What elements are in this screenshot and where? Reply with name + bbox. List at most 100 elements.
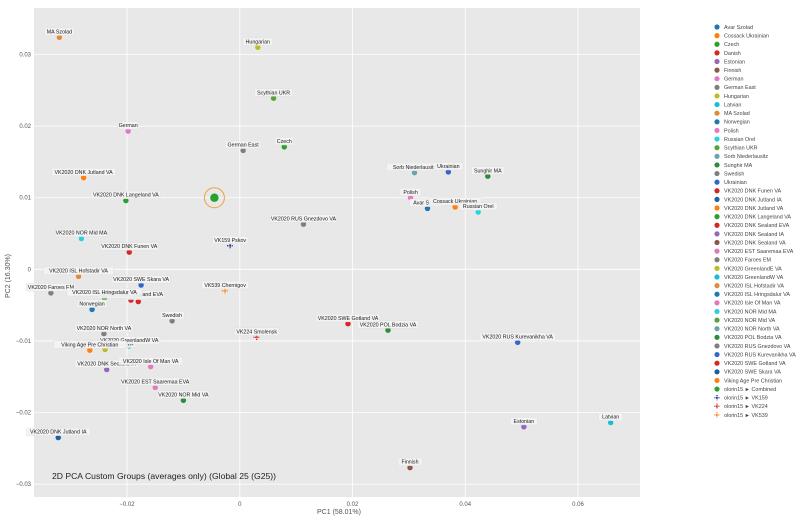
data-label-box xyxy=(66,288,143,297)
legend-label: VK2020 DNK Sealand VA xyxy=(724,240,786,246)
y-tick-label: −0.03 xyxy=(16,482,32,488)
legend-item-avar-szolad[interactable]: Avar Szolad xyxy=(714,24,753,31)
legend-marker-dot-icon xyxy=(714,386,720,392)
legend-marker-dot-icon xyxy=(714,317,720,323)
legend-item-vk2020-faroes-em[interactable]: VK2020 Faroes EM xyxy=(714,257,772,264)
data-label-text: Avar Szolad xyxy=(413,201,442,207)
data-label-box xyxy=(598,412,623,421)
data-label-text: German xyxy=(119,123,138,129)
legend-item-olorin15-combined[interactable]: olorin15 ► Combined xyxy=(714,386,776,393)
legend-label: VK2020 RUS Gnezdovo VA xyxy=(724,344,791,350)
legend-item-ma-szolad[interactable]: MA Szolad xyxy=(714,110,750,118)
legend-label: Sunghir MA xyxy=(724,163,753,169)
legend-item-vk2020-isle-of-man-va[interactable]: VK2020 Isle Of Man VA xyxy=(714,300,781,307)
label-vk159-pskov: VK159 Pskov xyxy=(212,235,249,244)
legend-item-vk2020-pol-bodzia-va[interactable]: VK2020 POL Bodzia VA xyxy=(714,334,782,342)
legend-item-olorin15-vk224[interactable]: olorin15 ► VK224 xyxy=(714,403,768,411)
legend-item-sunghir-ma[interactable]: Sunghir MA xyxy=(714,162,753,169)
legend-marker-plus-icon[interactable] xyxy=(714,395,720,401)
data-label-box xyxy=(111,275,171,284)
data-label-text: Polish xyxy=(403,190,417,196)
legend-item-vk2020-dnk-funen-va[interactable]: VK2020 DNK Funen VA xyxy=(714,188,782,195)
y-tick-label: −0.01 xyxy=(16,339,32,345)
legend-item-vk2020-greenlande-va[interactable]: VK2020 GreenlandE VA xyxy=(714,265,782,273)
data-label-box xyxy=(117,121,139,130)
legend-item-sorb-niederlausitz[interactable]: Sorb Niederlausitz xyxy=(714,153,768,161)
legend-item-vk2020-isl-hofstadir-va[interactable]: VK2020 ISL Hofstadir VA xyxy=(714,283,784,290)
legend-item-german-east[interactable]: German East xyxy=(714,84,756,92)
label-norwegian: Norwegian xyxy=(77,299,108,308)
data-label-text: Latvian xyxy=(602,415,619,421)
legend-item-cossack-ukrainian[interactable]: Cossack Ukrainian xyxy=(714,33,769,40)
legend-marker-dot-icon xyxy=(714,257,720,263)
legend-item-vk2020-dnk-sealand-ia[interactable]: VK2020 DNK Sealand IA xyxy=(714,231,784,238)
data-label-text: Cossack Ukrainian xyxy=(433,199,477,205)
label-czech: Czech xyxy=(274,137,294,146)
legend-item-vk2020-rus-kurevanikha-va[interactable]: VK2020 RUS Kurevanikha VA xyxy=(714,351,796,359)
legend-item-vk2020-swe-skara-va[interactable]: VK2020 SWE Skara VA xyxy=(714,369,781,376)
legend-label: German xyxy=(724,77,743,83)
data-label-box xyxy=(510,417,538,426)
legend-item-scythian-ukr[interactable]: Scythian UKR xyxy=(714,145,758,152)
legend-item-estonian[interactable]: Estonian xyxy=(714,58,745,66)
legend-item-vk2020-nor-mid-ma[interactable]: VK2020 NOR Mid MA xyxy=(714,308,777,316)
legend-item-vk2020-dnk-sealand-va[interactable]: VK2020 DNK Sealand VA xyxy=(714,239,786,247)
label-vk2020-swe-skara-va: VK2020 SWE Skara VA xyxy=(111,275,171,284)
legend-item-polish[interactable]: Polish xyxy=(714,127,739,134)
legend-label: VK2020 Isle Of Man VA xyxy=(724,301,781,307)
legend-item-vk2020-rus-gnezdovo-va[interactable]: VK2020 RUS Gnezdovo VA xyxy=(714,343,791,350)
legend-marker-plus-icon[interactable] xyxy=(714,412,720,418)
point-vk539-chernigov[interactable] xyxy=(221,287,229,295)
legend[interactable]: Avar Szolad Cossack Ukrainian Czech Danish E… xyxy=(714,24,796,419)
legend-item-hungarian[interactable]: Hungarian xyxy=(714,93,749,100)
legend-item-vk2020-nor-mid-va[interactable]: VK2020 NOR Mid VA xyxy=(714,317,776,324)
legend-marker-plus-icon[interactable] xyxy=(714,403,720,409)
label-vk2020-dnk-jutland-ia: VK2020 DNK Jutland IA xyxy=(26,427,91,436)
data-label-text: VK2020 DNK Funen VA xyxy=(101,244,158,250)
legend-item-olorin15-vk159[interactable]: olorin15 ► VK159 xyxy=(714,395,768,402)
point-vk224-smolensk[interactable] xyxy=(253,334,260,341)
label-ukrainian: Ukrainian xyxy=(433,162,464,171)
legend-marker-dot-icon xyxy=(714,222,720,228)
legend-marker-dot-icon xyxy=(714,179,720,185)
legend-item-danish[interactable]: Danish xyxy=(714,50,741,57)
legend-item-latvian[interactable]: Latvian xyxy=(714,101,741,109)
legend-label: olorin15 ► VK539 xyxy=(724,413,768,419)
legend-marker-dot-icon xyxy=(714,300,720,306)
legend-item-ukrainian[interactable]: Ukrainian xyxy=(714,179,747,187)
data-label-text: VK2020 SWE Skara VA xyxy=(113,277,169,283)
legend-item-viking-age-pre-christian[interactable]: Viking Age Pre Christian xyxy=(714,377,782,385)
legend-item-vk2020-greenlandw-va[interactable]: VK2020 GreenlandW VA xyxy=(714,274,784,281)
legend-marker-dot-icon xyxy=(714,93,720,99)
legend-item-vk2020-dnk-jutland-ia[interactable]: VK2020 DNK Jutland IA xyxy=(714,196,782,204)
data-label-box xyxy=(118,356,183,365)
data-label-text: Hungarian xyxy=(246,39,270,45)
label-vk2020-dnk-jutland-va: VK2020 DNK Jutland VA xyxy=(51,167,116,176)
legend-item-czech[interactable]: Czech xyxy=(714,41,739,48)
data-label-text: German East xyxy=(228,143,260,149)
legend-item-vk2020-swe-gotland-va[interactable]: VK2020 SWE Gotland VA xyxy=(714,360,786,368)
legend-item-olorin15-vk539[interactable]: olorin15 ► VK539 xyxy=(714,412,768,419)
legend-marker-dot-icon xyxy=(714,274,720,280)
legend-item-vk2020-isl-hringsdalur-va[interactable]: VK2020 ISL Hringsdalur VA xyxy=(714,291,790,299)
legend-item-swedish[interactable]: Swedish xyxy=(714,170,744,178)
data-label-text: VK2020 Isle Of Man VA xyxy=(123,359,179,365)
legend-item-vk2020-nor-north-va[interactable]: VK2020 NOR North VA xyxy=(714,326,780,333)
legend-item-norwegian[interactable]: Norwegian xyxy=(714,119,750,126)
label-vk224-smolensk: VK224 Smolensk xyxy=(234,327,279,336)
point-vk159-pskov[interactable] xyxy=(226,242,234,249)
legend-item-vk2020-dnk-jutland-va[interactable]: VK2020 DNK Jutland VA xyxy=(714,205,784,212)
legend-item-vk2020-dnk-langeland-va[interactable]: VK2020 DNK Langeland VA xyxy=(714,214,791,221)
legend-item-vk2020-dnk-sealand-eva[interactable]: VK2020 DNK Sealand EVA xyxy=(714,222,790,230)
data-label-text: Norwegian xyxy=(79,302,104,308)
legend-item-finnish[interactable]: Finnish xyxy=(714,67,741,75)
point-olorin15-combined[interactable] xyxy=(210,193,219,202)
legend-item-german[interactable]: German xyxy=(714,76,743,83)
legend-marker-dot-icon xyxy=(714,136,720,142)
label-estonian: Estonian xyxy=(510,417,538,426)
legend-label: VK2020 POL Bodzia VA xyxy=(724,335,782,341)
legend-marker-dot-icon xyxy=(714,248,720,254)
legend-item-vk2020-est-saaremaa-eva[interactable]: VK2020 EST Saaremaa EVA xyxy=(714,248,794,256)
label-hungarian: Hungarian xyxy=(242,37,273,46)
legend-item-russian-orel[interactable]: Russian Orel xyxy=(714,136,755,143)
